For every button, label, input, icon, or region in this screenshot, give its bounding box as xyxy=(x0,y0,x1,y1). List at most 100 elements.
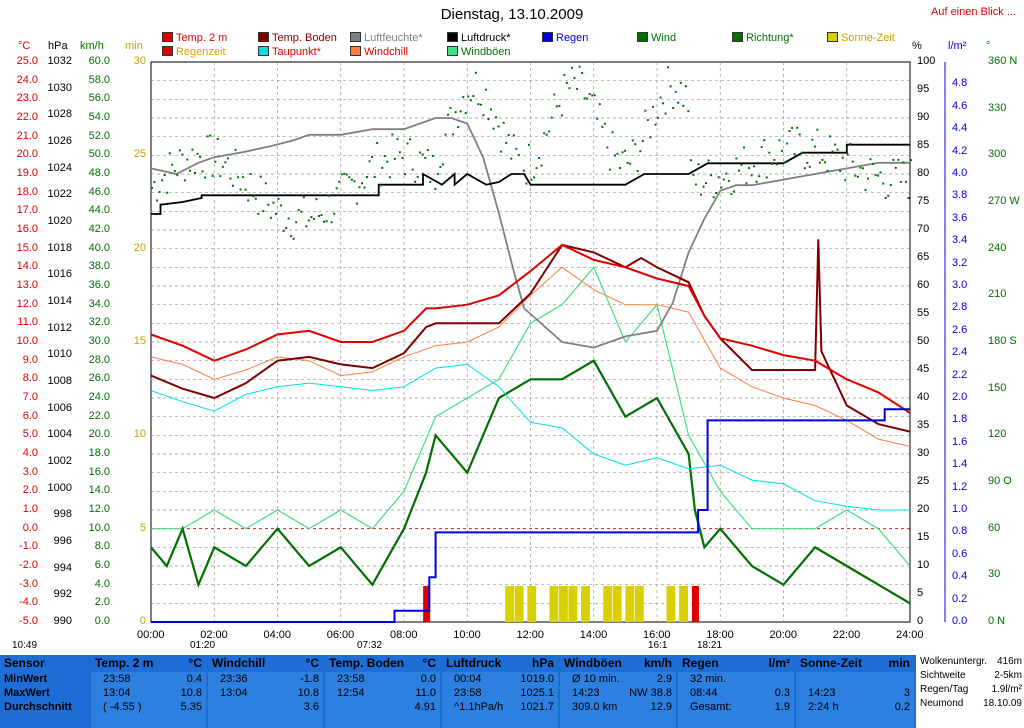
richtung-point xyxy=(391,133,394,136)
tick-press_ticks: 994 xyxy=(53,561,72,574)
richtung-point xyxy=(545,133,548,136)
legend-label: Wind xyxy=(651,32,677,44)
stat-block-title: Windchill xyxy=(212,656,266,670)
tick-pct_ticks: 20 xyxy=(917,503,930,515)
tick-rain_ticks: 2.8 xyxy=(952,301,968,314)
richtung-point xyxy=(492,127,495,130)
richtung-point xyxy=(226,157,229,160)
legend-item[interactable]: Regen xyxy=(542,32,588,44)
richtung-point xyxy=(206,135,209,138)
richtung-point xyxy=(631,139,634,142)
richtung-point xyxy=(803,167,806,170)
richtung-point xyxy=(348,176,351,179)
richtung-point xyxy=(244,188,247,191)
sun-bar xyxy=(568,586,578,622)
richtung-point xyxy=(510,157,513,160)
richtung-point xyxy=(371,155,374,158)
legend-item[interactable]: Richtung* xyxy=(732,32,794,44)
tick-rain_ticks: 0.2 xyxy=(952,592,968,605)
tick-rain_ticks: 4.4 xyxy=(952,122,968,135)
tick-wind_ticks: 22.0 xyxy=(88,409,110,422)
tick-wind_ticks: 44.0 xyxy=(88,204,110,217)
tick-min_ticks: 0 xyxy=(139,615,146,627)
richtung-point xyxy=(613,154,616,157)
richtung-point xyxy=(264,182,267,185)
tick-temp_ticks: -5.0 xyxy=(19,615,38,627)
richtung-point xyxy=(257,212,260,215)
richtung-point xyxy=(419,151,422,154)
legend-label: Windböen xyxy=(461,46,511,58)
legend-item[interactable]: Temp. Boden xyxy=(258,32,337,44)
overview-link[interactable]: Auf einen Blick ... xyxy=(931,6,1016,18)
tick-dir_ticks: 60 xyxy=(988,521,1001,534)
rain-time-bar xyxy=(423,586,431,622)
stat-value: -1.8 xyxy=(300,673,319,685)
richtung-point xyxy=(735,157,738,160)
stat-label: 23:58 xyxy=(103,673,131,685)
stat-row: 23:58 0.4 xyxy=(91,672,206,686)
richtung-point xyxy=(315,198,318,201)
richtung-point xyxy=(763,139,766,142)
tick-x: 10:00 xyxy=(453,629,481,641)
richtung-point xyxy=(811,138,814,141)
sensor-head: Sensor xyxy=(0,655,89,672)
legend-item[interactable]: Wind xyxy=(637,32,676,44)
tick-temp_ticks: -4.0 xyxy=(19,596,38,609)
richtung-point xyxy=(434,187,437,190)
tick-pct_ticks: 40 xyxy=(917,391,930,403)
stat-value: 10.8 xyxy=(297,687,319,699)
tick-dir_ticks: 30 xyxy=(988,568,1001,581)
tick-x: 00:00 xyxy=(137,629,165,641)
richtung-point xyxy=(829,135,832,138)
series-windchill xyxy=(150,266,911,447)
legend-item[interactable]: Windchill xyxy=(350,46,408,58)
stat-row: 00:04 1019.0 xyxy=(442,672,558,686)
tick-dir_ticks: 0 N xyxy=(988,615,1006,627)
tick-temp_ticks: 21.0 xyxy=(16,129,38,142)
richtung-point xyxy=(651,105,654,108)
series-luftfeuchte xyxy=(150,117,910,349)
legend-item[interactable]: Taupunkt* xyxy=(258,46,321,58)
legend-item[interactable]: Regenzeit xyxy=(162,46,226,58)
richtung-point xyxy=(522,169,525,172)
richtung-point xyxy=(543,132,546,135)
legend-swatch xyxy=(350,46,361,56)
stat-value: 0.0 xyxy=(420,673,436,685)
time-mark-sunset2: 18:21 xyxy=(697,640,723,651)
info-label: Regen/Tag xyxy=(920,684,969,695)
legend-item[interactable]: Sonne-Zeit xyxy=(827,32,895,44)
tick-wind_ticks: 10.0 xyxy=(88,521,110,534)
richtung-point xyxy=(168,152,171,155)
richtung-point xyxy=(783,161,786,164)
richtung-point xyxy=(457,126,460,129)
stat-row: 3.6 xyxy=(208,700,323,714)
richtung-point xyxy=(667,66,670,69)
stat-label: 23:58 xyxy=(454,687,482,699)
richtung-point xyxy=(573,77,576,80)
richtung-point xyxy=(568,87,571,90)
tick-temp_ticks: -3.0 xyxy=(19,577,38,590)
richtung-point xyxy=(682,104,685,107)
legend-item[interactable]: Temp. 2 m xyxy=(162,32,227,44)
stat-value: 1025.1 xyxy=(520,687,554,699)
richtung-point xyxy=(874,173,877,176)
tick-temp_ticks: 20.0 xyxy=(16,148,38,161)
richtung-point xyxy=(692,173,695,176)
axis-header-wind: km/h xyxy=(80,40,104,52)
richtung-point xyxy=(730,193,733,196)
richtung-point xyxy=(717,176,720,179)
legend-item[interactable]: Luftfeuchte* xyxy=(350,32,423,44)
tick-dir_ticks: 180 S xyxy=(988,335,1017,347)
richtung-point xyxy=(841,156,844,159)
tick-temp_ticks: 3.0 xyxy=(22,465,38,478)
tick-temp_ticks: 15.0 xyxy=(16,241,38,254)
richtung-point xyxy=(712,196,715,199)
richtung-point xyxy=(839,169,842,172)
tick-pct_ticks: 50 xyxy=(917,335,930,347)
richtung-point xyxy=(340,173,343,176)
sun-bar xyxy=(581,586,590,622)
legend-item[interactable]: Luftdruck* xyxy=(447,32,511,44)
legend-item[interactable]: Windböen xyxy=(447,46,511,58)
rain-time-bar xyxy=(691,586,699,622)
tick-temp_ticks: 6.0 xyxy=(22,409,38,422)
